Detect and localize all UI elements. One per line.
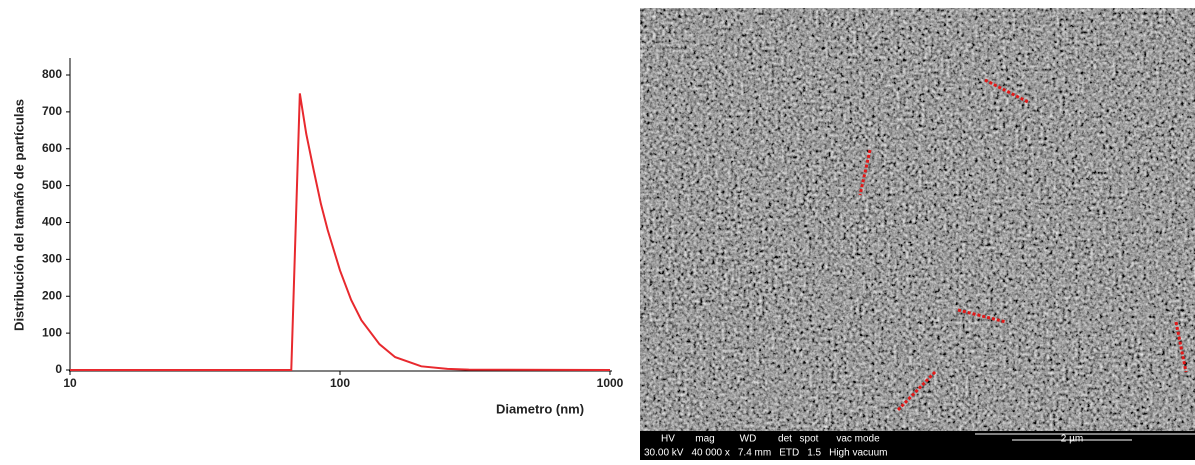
x-tick-label: 1000 (597, 376, 624, 390)
y-tick-label: 300 (42, 252, 62, 266)
info-label: WD (740, 434, 757, 445)
y-tick-label: 500 (42, 178, 62, 192)
y-tick-label: 0 (55, 362, 62, 376)
x-tick-label: 10 (63, 376, 77, 390)
scale-bar-label: 2 µm (1061, 434, 1083, 445)
x-axis-label: Diametro (nm) (496, 401, 584, 416)
y-axis-label: Distribución del tamaño de partículas (11, 99, 26, 331)
info-value: 30.00 kV (644, 448, 684, 459)
page: Distribución del tamaño de partículas Di… (0, 0, 1195, 465)
info-value: ETD (779, 448, 799, 459)
info-value: 40 000 x (691, 448, 729, 459)
info-value: 7.4 mm (738, 448, 771, 459)
sem-texture (640, 8, 1195, 431)
info-label: det (778, 434, 792, 445)
y-tick-label: 600 (42, 141, 62, 155)
y-tick-label: 400 (42, 215, 62, 229)
info-label: vac mode (836, 434, 880, 445)
data-line (70, 93, 610, 370)
info-value: High vacuum (829, 448, 887, 459)
y-tick-label: 800 (42, 67, 62, 81)
figure: Distribución del tamaño de partículas Di… (0, 0, 1195, 460)
info-label: mag (695, 434, 714, 445)
info-label: HV (661, 434, 675, 445)
y-tick-label: 200 (42, 288, 62, 302)
info-label: spot (800, 434, 819, 445)
micrograph: 2 µm (640, 8, 1195, 460)
y-tick-label: 100 (42, 325, 62, 339)
info-value: 1.5 (807, 448, 821, 459)
x-tick-label: 100 (330, 376, 350, 390)
y-tick-label: 700 (42, 104, 62, 118)
